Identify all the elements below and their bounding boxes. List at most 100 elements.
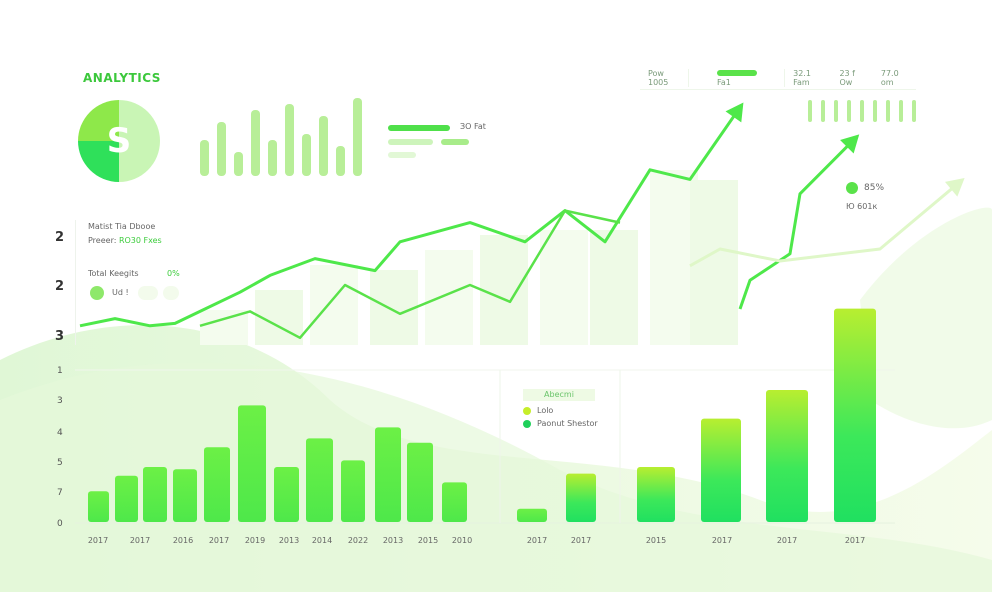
- sub-label: Ud !: [112, 288, 129, 297]
- legend-label: Paonut Shestor: [537, 419, 598, 428]
- tick-bar-icon: [847, 100, 851, 122]
- mini-bar: [234, 152, 243, 176]
- bar: [701, 418, 741, 522]
- mini-bar: [336, 146, 345, 176]
- tick-bar-icon: [808, 100, 812, 122]
- mini-bar: [200, 140, 209, 176]
- progress-bar-3: [441, 139, 469, 145]
- total-label: Total Keegits: [88, 269, 139, 278]
- x-tick-label: 2017: [527, 536, 547, 545]
- progress-bar-main: [388, 125, 450, 131]
- x-tick-label: 2017: [845, 536, 865, 545]
- progress-label: ЗО Fat: [460, 122, 486, 131]
- axis-line: [75, 220, 76, 345]
- info-prefix: Preeer:: [88, 236, 117, 245]
- legend: Abecmi Lolo Paonut Shestor: [523, 389, 598, 428]
- logo-letter: S: [106, 121, 132, 161]
- bar: [766, 390, 808, 522]
- mini-bar: [251, 110, 260, 176]
- tab-4[interactable]: 77.0 om: [880, 68, 899, 87]
- background-column: [590, 230, 638, 345]
- tick-bar-icon: [899, 100, 903, 122]
- background-column: [540, 230, 588, 345]
- arrow-head-icon: [725, 102, 744, 123]
- bar: [173, 469, 197, 522]
- x-tick-label: 2014: [312, 536, 332, 545]
- app-title: ANALYTICS: [83, 71, 161, 85]
- x-tick-label: 2010: [452, 536, 472, 545]
- tab-1[interactable]: Fa1: [687, 68, 786, 87]
- bar: [306, 438, 333, 522]
- tick-bar-icon: [886, 100, 890, 122]
- x-tick-label: 2015: [418, 536, 438, 545]
- line-series-2: [738, 137, 857, 310]
- x-tick-label: 2017: [777, 536, 797, 545]
- legend-dot-icon: [523, 419, 531, 428]
- info-line-1: Matist Tia Dbooe: [88, 222, 156, 231]
- bar: [274, 467, 299, 522]
- tab-3[interactable]: 23 f Ow: [839, 68, 855, 87]
- background-column: [310, 265, 358, 345]
- x-tick-label: 2019: [245, 536, 265, 545]
- background-column: [200, 310, 248, 345]
- info-line-2: Preeer: RO30 Fxes: [88, 236, 162, 245]
- y-tick: 1: [57, 366, 63, 376]
- arrow-head-icon: [840, 134, 860, 154]
- bar: [637, 467, 675, 522]
- legend-title: Abecmi: [523, 389, 595, 401]
- mini-bar: [285, 104, 294, 176]
- placeholder-dot: [138, 286, 158, 300]
- progress-bar-4: [388, 152, 416, 158]
- legend-dot-icon: [523, 406, 531, 415]
- tab-pill-icon: [716, 70, 757, 76]
- x-tick-label: 2017: [712, 536, 732, 545]
- tick-bar-icon: [873, 100, 877, 122]
- placeholder-dot: [163, 286, 179, 300]
- total-value: 0%: [167, 269, 180, 278]
- x-tick-label: 2015: [646, 536, 666, 545]
- bar: [143, 467, 167, 522]
- logo-icon: S: [78, 100, 160, 182]
- x-tick-label: 2017: [571, 536, 591, 545]
- y-tick: 3: [57, 396, 63, 406]
- progress-bar-2: [388, 139, 433, 145]
- x-tick-label: 2016: [173, 536, 193, 545]
- y-tick: 0: [57, 519, 63, 529]
- bar: [442, 482, 467, 522]
- tab-0[interactable]: Pow 1005: [648, 68, 669, 87]
- bar: [517, 508, 547, 522]
- mini-bar: [353, 98, 362, 176]
- tick-bar-icon: [912, 100, 916, 122]
- status-dot-icon: [90, 286, 104, 300]
- mini-bar: [302, 134, 311, 176]
- legend-label: Lolo: [537, 406, 554, 415]
- tab-2[interactable]: 32.1 Fam: [793, 68, 811, 87]
- x-tick-label: 2022: [348, 536, 368, 545]
- tab-1-label: Fa1: [716, 77, 731, 87]
- arrow-head-icon: [944, 177, 965, 197]
- bar: [834, 308, 876, 522]
- background-column: [370, 270, 418, 345]
- background-column: [425, 250, 473, 345]
- tick-bar-icon: [821, 100, 825, 122]
- percent-value: 85%: [864, 183, 885, 193]
- bar: [341, 460, 365, 522]
- background-column: [480, 235, 528, 345]
- bar: [88, 491, 109, 522]
- x-tick-label: 2013: [279, 536, 299, 545]
- y-tick: 5: [57, 458, 63, 468]
- legend-item: Paonut Shestor: [523, 419, 598, 428]
- secondary-value: Ю 601к: [846, 202, 878, 211]
- y-tick: 2: [55, 230, 65, 245]
- y-tick: 4: [57, 428, 63, 438]
- legend-item: Lolo: [523, 406, 598, 415]
- bar: [566, 473, 596, 522]
- x-tick-label: 2017: [209, 536, 229, 545]
- percent-dot-icon: [846, 182, 858, 194]
- bar: [204, 447, 230, 522]
- bar: [375, 427, 401, 522]
- x-tick-label: 2017: [88, 536, 108, 545]
- tick-bar-icon: [860, 100, 864, 122]
- bar: [407, 442, 433, 522]
